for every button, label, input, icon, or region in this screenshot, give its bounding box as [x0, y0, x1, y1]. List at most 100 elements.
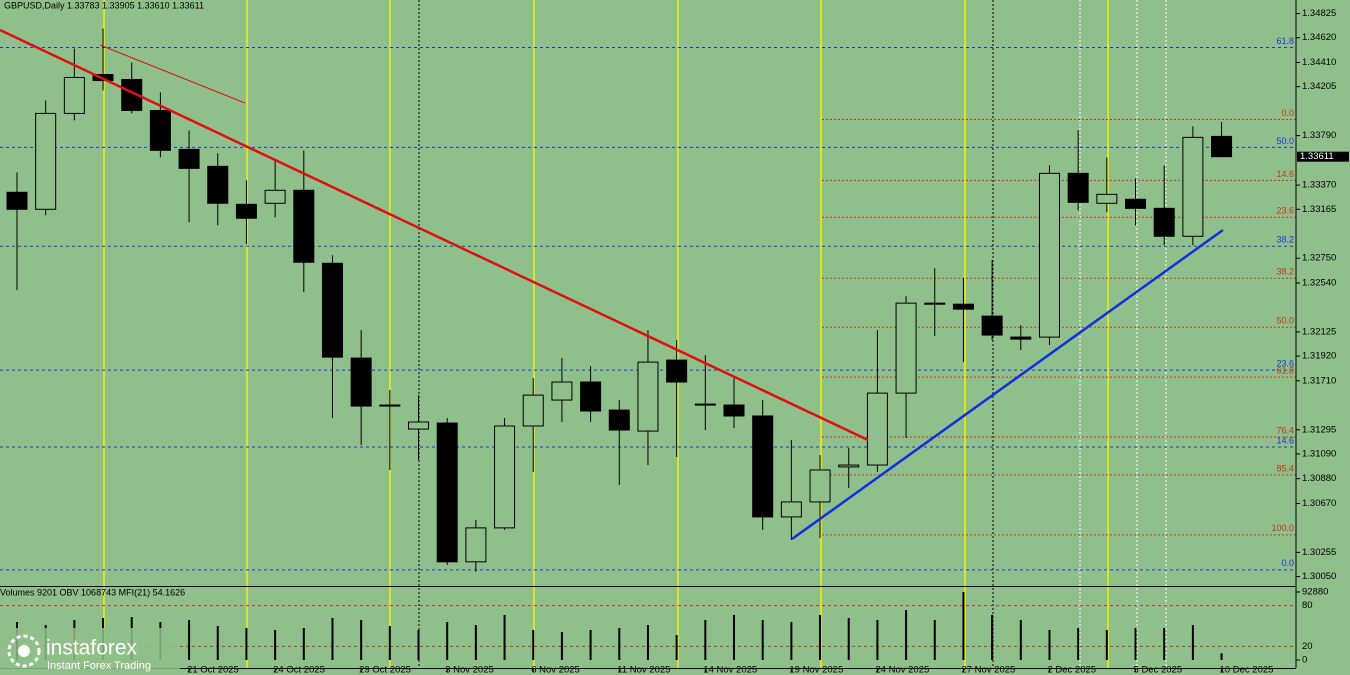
x-tick-label: 24 Nov 2025 [875, 665, 929, 675]
y-tick-label: 1.33790 [1302, 130, 1336, 141]
candle-body [580, 381, 602, 412]
y-tick-label: 1.33165 [1302, 204, 1336, 215]
y-tick-label: 1.32540 [1302, 277, 1336, 288]
candle-body [1096, 193, 1118, 204]
logo-name: instaforex [46, 637, 138, 660]
candle-body [780, 501, 802, 518]
trend-line [0, 28, 869, 442]
x-tick-label: 14 Nov 2025 [703, 665, 757, 675]
y-tick-label: 1.31295 [1302, 424, 1336, 435]
candle-body [1010, 336, 1032, 340]
logo-tagline: Instant Forex Trading [47, 660, 151, 672]
candle-body [522, 394, 544, 427]
current-price-label: 1.33611 [1300, 151, 1334, 162]
fib-label: 38.2 [1276, 235, 1294, 245]
logo-icon [18, 645, 30, 657]
y-tick-label: 1.30670 [1302, 498, 1336, 509]
indicator-title: Volumes 9201 OBV 1068743 MFI(21) 54.1626 [0, 587, 185, 597]
y-tick-label: 1.34410 [1302, 57, 1336, 68]
candle-body [1153, 207, 1175, 237]
y-tick-label: 1.32125 [1302, 326, 1336, 337]
x-tick-label: 11 Nov 2025 [617, 665, 670, 675]
candle-body [666, 359, 688, 383]
candle-body [1067, 172, 1089, 203]
x-tick-label: 5 Dec 2025 [1134, 665, 1183, 675]
x-tick-label: 2 Dec 2025 [1047, 665, 1096, 675]
candle-body [1211, 135, 1233, 158]
x-tick-label: 27 Nov 2025 [961, 665, 1015, 675]
x-tick-label: 6 Nov 2025 [531, 665, 580, 675]
x-tick-label: 21 Oct 2025 [187, 665, 239, 675]
fib-label: 38.2 [1276, 267, 1294, 277]
y2-tick-label: 20 [1302, 641, 1313, 652]
candle-body [723, 404, 745, 417]
candle-body [637, 361, 659, 432]
fib-label: 50.0 [1276, 316, 1294, 326]
fib-label: 61.8 [1276, 36, 1294, 46]
x-tick-label: 29 Oct 2025 [359, 665, 411, 675]
period-separators [103, 0, 1167, 668]
candle-body [494, 425, 516, 529]
candle-body [752, 415, 774, 518]
candle-body [952, 303, 974, 310]
candle-body [981, 315, 1003, 336]
candle-body [235, 203, 257, 219]
x-tick-label: 3 Nov 2025 [445, 665, 494, 675]
y-tick-label: 92880 [1302, 587, 1328, 598]
fib-label: 76.4 [1276, 425, 1294, 435]
candle-body [149, 109, 171, 151]
candle-body [321, 262, 343, 358]
candle-body [178, 148, 200, 169]
candle-body [121, 78, 143, 111]
candle-body [924, 302, 946, 305]
fib-label: 0.0 [1281, 108, 1294, 118]
candle-body [379, 404, 401, 407]
y-tick-label: 1.30880 [1302, 473, 1336, 484]
fib-label: 61.8 [1276, 365, 1294, 375]
y-tick-label: 1.33370 [1302, 180, 1336, 191]
fib-label: 23.6 [1276, 206, 1294, 216]
candle-body [35, 112, 57, 210]
y-tick-label: 1.31090 [1302, 448, 1336, 459]
fib-label: 14.6 [1276, 169, 1294, 179]
logo-icon [7, 634, 41, 668]
candle-body [895, 302, 917, 394]
fib-label: 14.6 [1276, 435, 1294, 445]
candle-body [1182, 136, 1204, 237]
trend-line [791, 228, 1224, 541]
candle-body [436, 422, 458, 563]
candle-body [264, 189, 286, 204]
chart-title: GBPUSD,Daily 1.33783 1.33905 1.33610 1.3… [4, 0, 204, 10]
fib-label: 85.4 [1276, 463, 1294, 473]
logo-bg [0, 628, 180, 675]
y2-tick-label: 80 [1302, 600, 1313, 611]
y-tick-label: 1.31710 [1302, 375, 1336, 386]
y-tick-label: 1.32750 [1302, 253, 1336, 264]
candle-body [838, 464, 860, 468]
x-tick-label: 10 Dec 2025 [1220, 665, 1274, 675]
current-price-box [1297, 151, 1349, 162]
trend-line [99, 44, 246, 104]
candle-body [608, 409, 630, 431]
candle-body [1038, 172, 1060, 338]
candle-body [809, 469, 831, 503]
fib-label: 100.0 [1271, 523, 1294, 533]
y-tick-label: 1.31920 [1302, 351, 1336, 362]
candle-body [350, 357, 372, 407]
candle-body [6, 191, 28, 210]
candle-body [866, 392, 888, 466]
y-tick-label: 1.34620 [1302, 32, 1336, 43]
x-tick-label: 24 Oct 2025 [273, 665, 325, 675]
candle-body [63, 76, 85, 114]
fib-label: 50.0 [1276, 136, 1294, 146]
candle-body [694, 403, 716, 406]
candle-body [408, 421, 430, 430]
logo: instaforex Instant Forex Trading [0, 628, 180, 675]
fib-label: 0.0 [1281, 558, 1294, 568]
y-tick-label: 0 [1302, 655, 1307, 666]
y-tick-label: 1.30050 [1302, 571, 1336, 582]
candle-body [207, 165, 229, 204]
candle-body [1125, 198, 1147, 209]
